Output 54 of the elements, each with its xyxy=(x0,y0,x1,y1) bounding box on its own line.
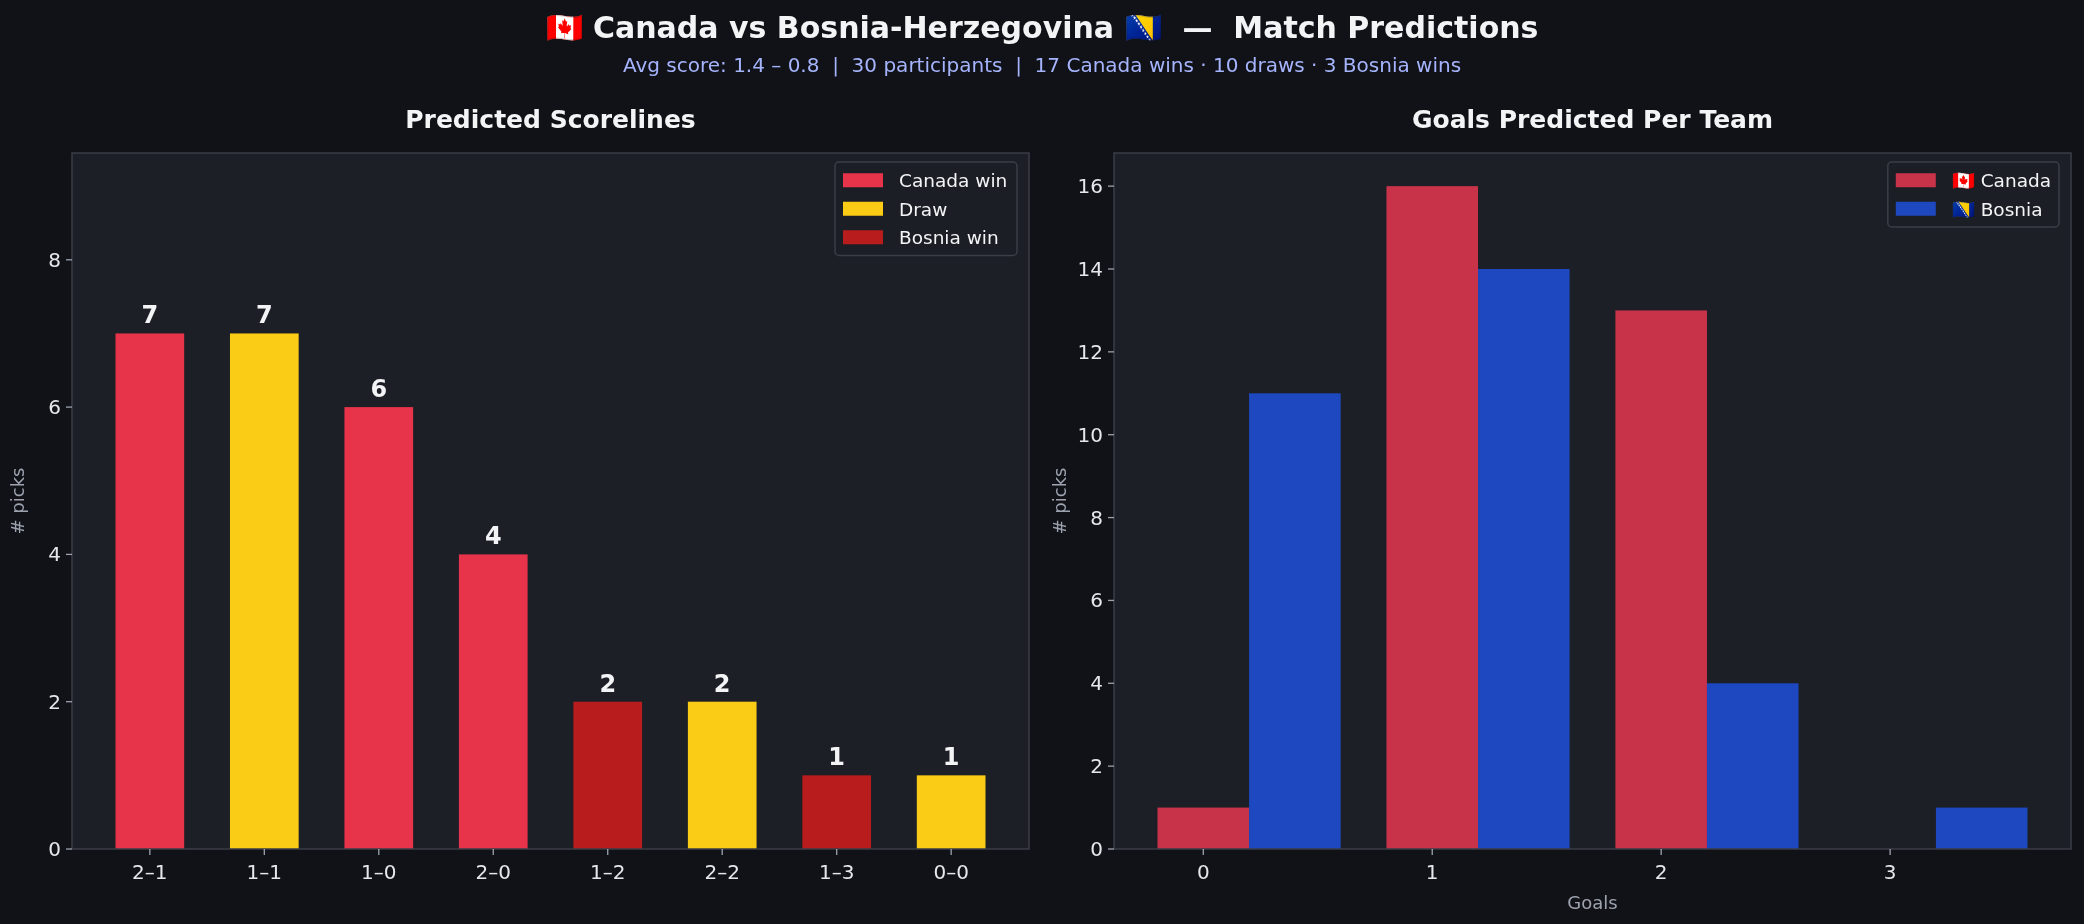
y-axis-title: # picks xyxy=(7,467,28,535)
x-tick-label: 2–1 xyxy=(132,860,168,884)
legend-label: 🇧🇦 Bosnia xyxy=(1951,198,2043,220)
y-tick-label: 16 xyxy=(1077,174,1103,199)
y-tick-label: 6 xyxy=(48,395,61,420)
bar xyxy=(916,775,986,849)
bar xyxy=(344,407,414,849)
y-axis-title: # picks xyxy=(1049,467,1070,535)
x-tick-label: 1 xyxy=(1425,860,1439,884)
data-label: 7 xyxy=(141,301,159,330)
y-tick-label: 12 xyxy=(1077,339,1103,364)
x-tick-label: 1–1 xyxy=(246,860,283,884)
y-tick-label: 0 xyxy=(1090,837,1103,861)
text: 🇨🇦 Canada vs Bosnia-Herzegovina 🇧🇦 — Match Predictions xyxy=(545,10,1539,45)
bar xyxy=(802,775,872,849)
data-label: 1 xyxy=(942,743,960,772)
x-tick-label: 2–2 xyxy=(704,860,740,884)
chart-title: Predicted Scorelines xyxy=(405,105,696,134)
y-tick-label: 0 xyxy=(48,837,61,861)
y-tick-label: 8 xyxy=(48,247,61,272)
data-label: 4 xyxy=(484,522,502,551)
text: Avg score: 1.4 – 0.8 | 30 participants | 17 Canada wins · 10 draws · 3 Bosnia wins xyxy=(622,53,1462,77)
x-tick-label: 0 xyxy=(1196,860,1210,884)
x-tick-label: 3 xyxy=(1883,860,1897,884)
y-tick-label: 2 xyxy=(48,689,61,714)
data-label: 7 xyxy=(255,301,273,330)
x-tick-label: 1–2 xyxy=(590,860,626,884)
x-tick-label: 2 xyxy=(1654,860,1668,884)
bar xyxy=(458,554,528,849)
data-label: 2 xyxy=(713,669,731,698)
x-tick-label: 2–0 xyxy=(475,860,511,884)
bar xyxy=(115,333,185,849)
y-tick-label: 4 xyxy=(1090,671,1103,696)
data-label: 2 xyxy=(599,669,617,698)
data-label: 6 xyxy=(370,375,388,404)
bar xyxy=(573,701,643,849)
data-label: 1 xyxy=(828,743,846,772)
y-tick-label: 14 xyxy=(1077,257,1103,281)
legend-label: Canada win xyxy=(899,169,1008,191)
y-tick-label: 6 xyxy=(1090,588,1103,613)
y-tick-label: 8 xyxy=(1090,505,1103,530)
bar xyxy=(687,701,757,849)
x-tick-label: 1–3 xyxy=(818,860,855,884)
x-tick-label: 1–0 xyxy=(361,860,397,884)
legend-label: Bosnia win xyxy=(899,226,999,248)
legend-label: Draw xyxy=(899,198,948,220)
bar xyxy=(229,333,299,849)
y-tick-label: 2 xyxy=(1090,754,1103,779)
chart-title: Goals Predicted Per Team xyxy=(1411,105,1774,134)
x-tick-label: 0–0 xyxy=(933,860,969,884)
legend-label: 🇨🇦 Canada xyxy=(1951,169,2052,191)
y-tick-label: 4 xyxy=(48,542,61,567)
x-axis-title: Goals xyxy=(1567,892,1618,913)
y-tick-label: 10 xyxy=(1077,422,1103,447)
